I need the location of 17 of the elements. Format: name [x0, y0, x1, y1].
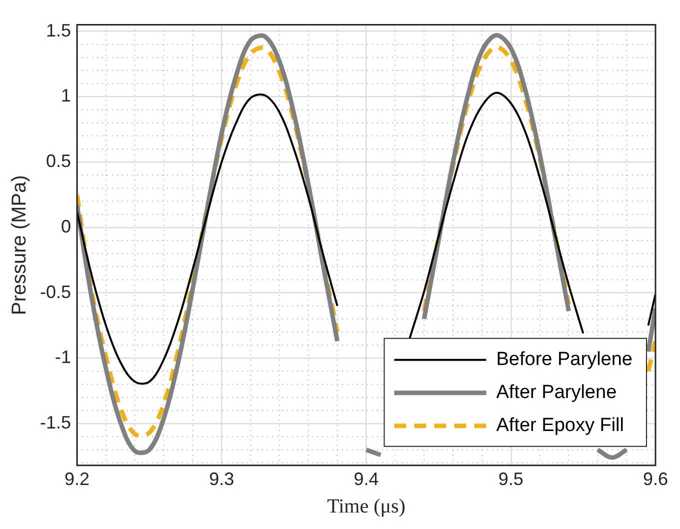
y-tick-label: -1.5	[40, 412, 72, 433]
y-tick-label: -0.5	[40, 282, 72, 302]
x-tick-label: 9.2	[64, 469, 90, 490]
y-tick-label: 0.5	[46, 151, 72, 172]
y-tick-label: 0	[61, 216, 72, 236]
legend-label: After Epoxy Fill	[496, 415, 624, 436]
legend-label: Before Parylene	[496, 349, 632, 370]
legend-label: After Parylene	[496, 382, 617, 404]
y-axis-title: Pressure (MPa)	[8, 175, 31, 316]
x-axis-title: Time (μs)	[327, 495, 406, 518]
x-tick-label: 9.5	[498, 469, 524, 490]
y-tick-label: 1	[61, 86, 72, 106]
y-tick-label: 1.5	[46, 20, 72, 40]
x-tick-label: 9.3	[209, 469, 234, 490]
y-tick-label: -1	[55, 347, 72, 368]
x-tick-label: 9.4	[354, 469, 379, 490]
x-tick-label: 9.6	[642, 469, 668, 490]
